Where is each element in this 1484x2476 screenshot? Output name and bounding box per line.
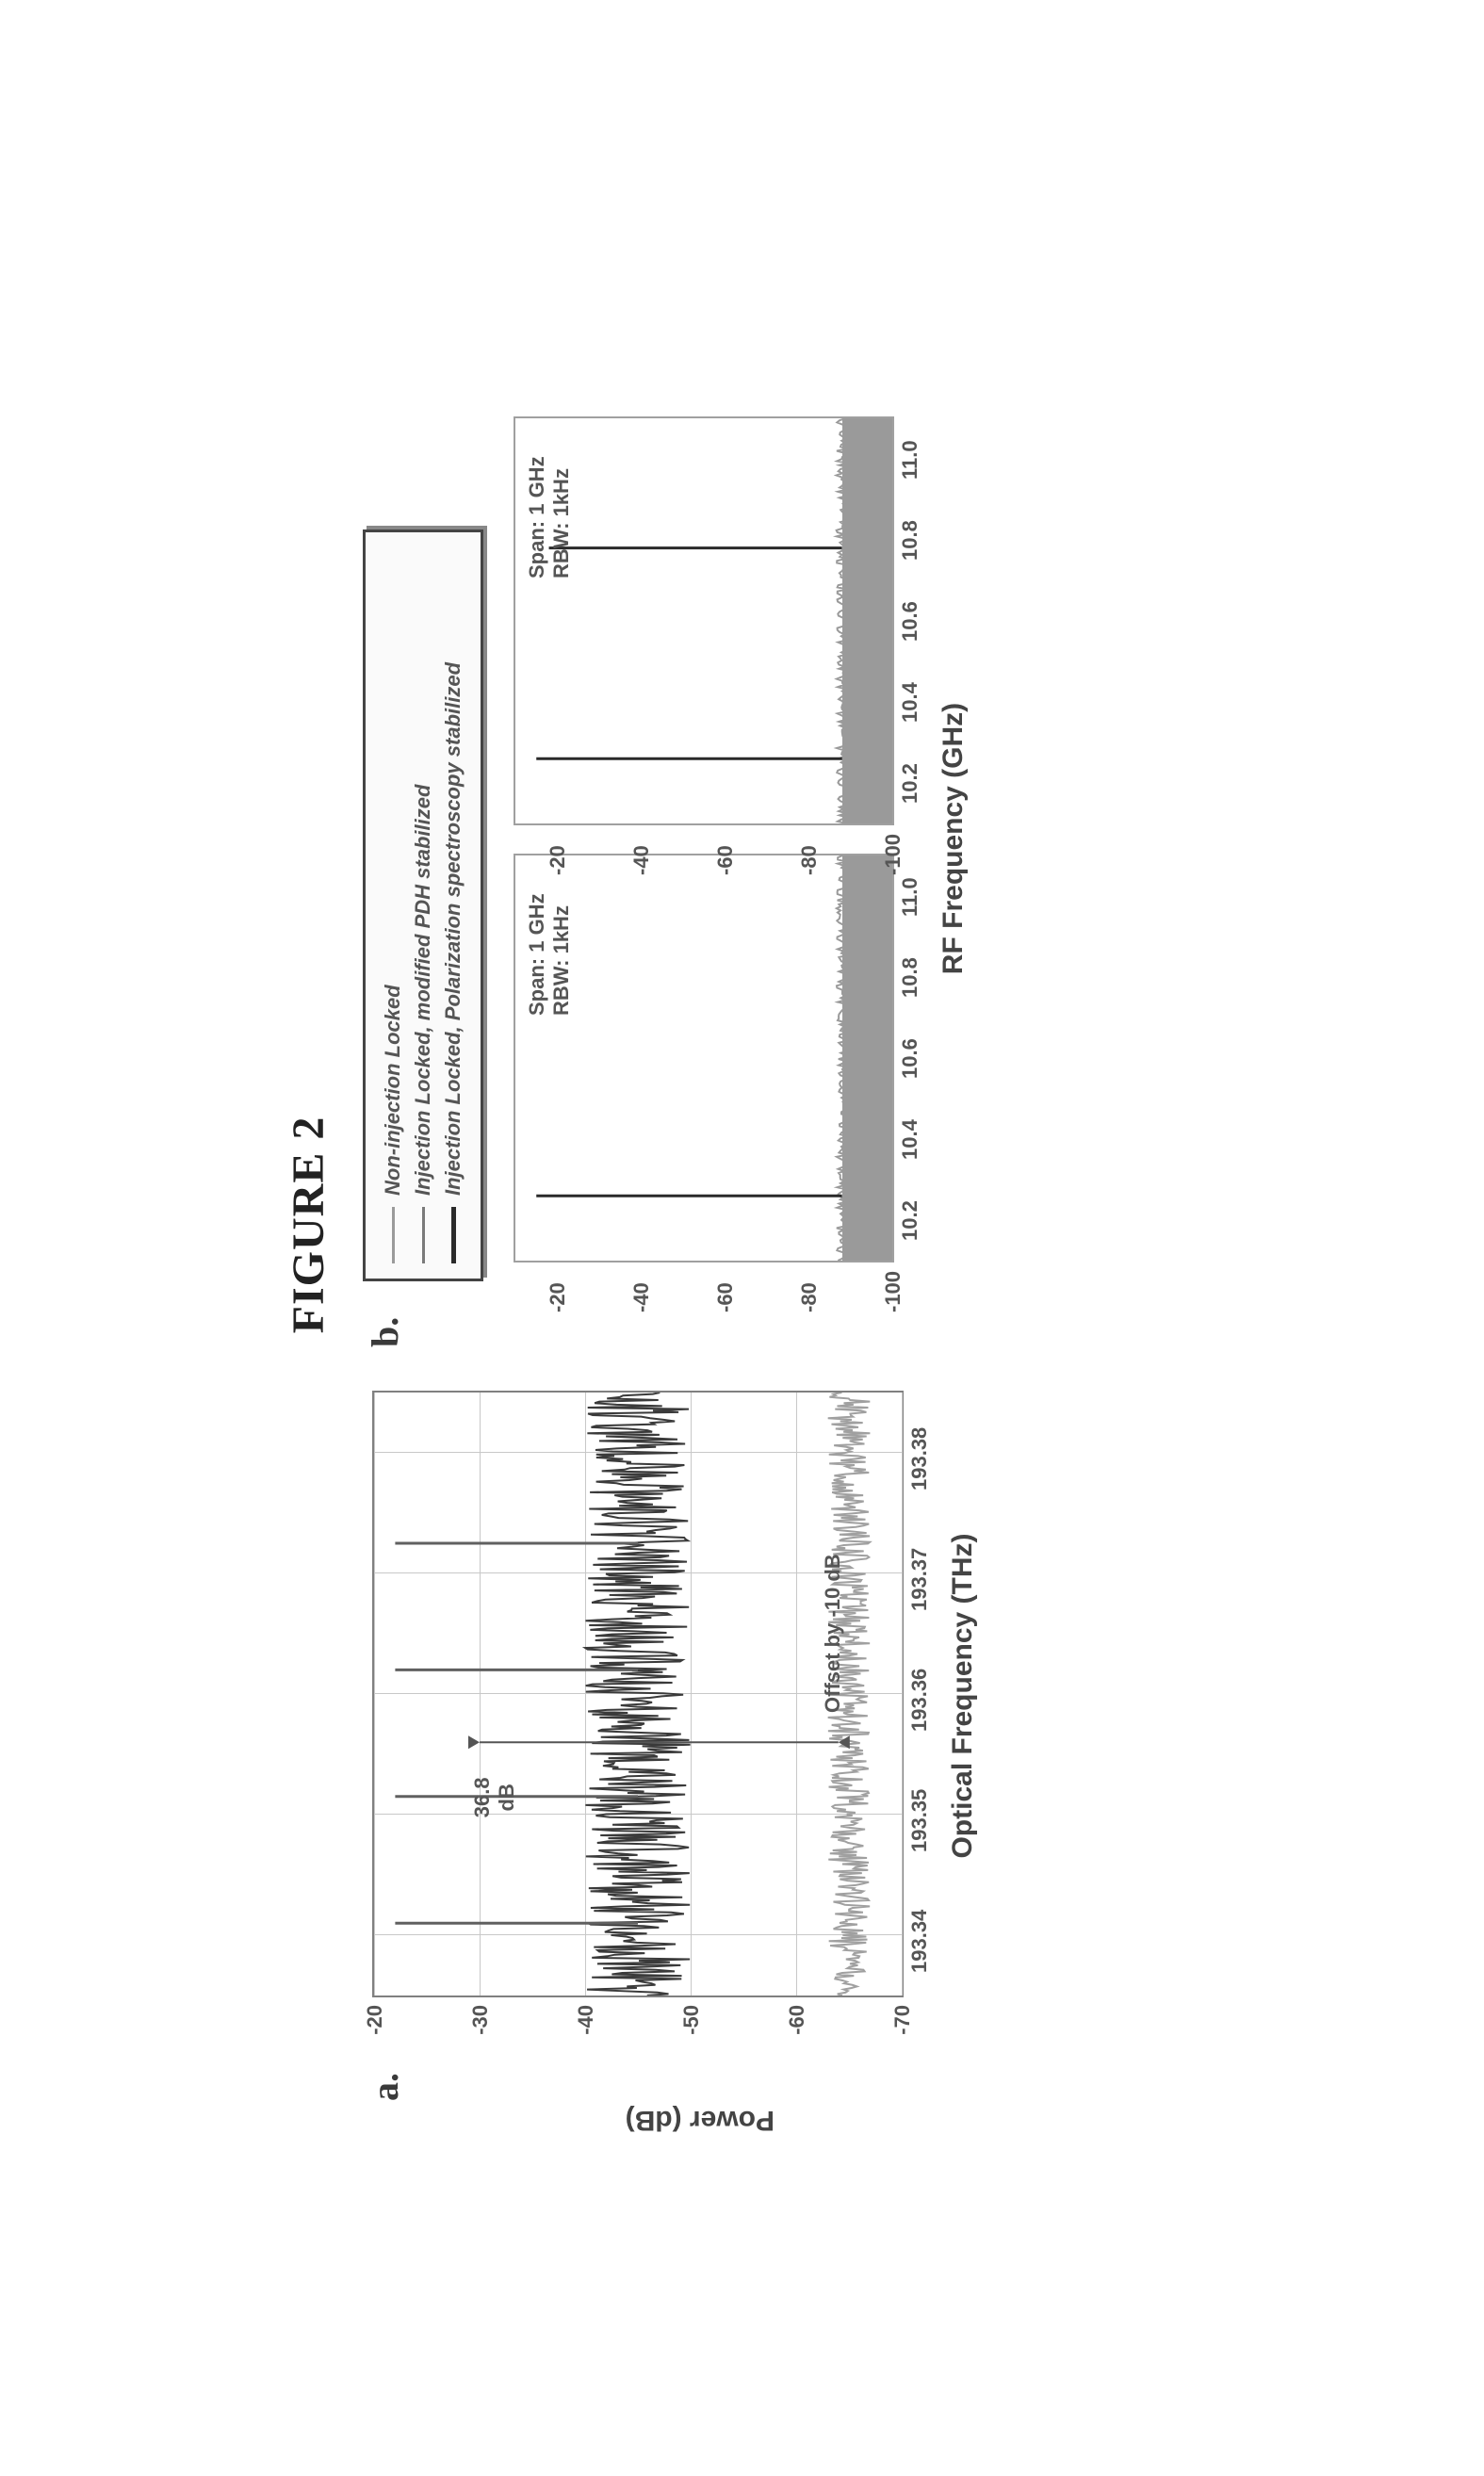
- figure-title: FIGURE 2: [283, 377, 334, 2073]
- panels-row: a. Power (dB) -20-30-40-50-60-70193.3419…: [372, 377, 904, 2073]
- panel-b-ytick: -100: [881, 834, 905, 875]
- panel-a-xtick: 193.34: [907, 1910, 932, 1973]
- panel-b-ytick: -20: [546, 1282, 570, 1312]
- panel-b-xtick: 11.0: [898, 877, 922, 917]
- panel-a-ytick: -70: [890, 2005, 915, 2061]
- panel-b-ytick: -80: [797, 845, 822, 875]
- panel-a-offset-annot: Offset by -10 dB: [821, 1554, 845, 1713]
- panel-b-ytick: -100: [881, 1271, 905, 1312]
- panel-b-label: b.: [363, 1317, 407, 1347]
- legend-swatch: [422, 1207, 425, 1263]
- panel-a-xtick: 193.36: [907, 1669, 932, 1732]
- panel-a-ytick: -50: [679, 2005, 704, 2061]
- legend-item: Injection Locked, Polarization spectrosc…: [441, 547, 465, 1263]
- panel-b-subplot-1: -20-40-60-80-10010.210.410.610.811.0Span…: [514, 854, 894, 1262]
- panel-b: b. Non-injection LockedInjection Locked,…: [372, 377, 894, 1319]
- panel-a-xtick: 193.35: [907, 1789, 932, 1852]
- panel-b-legend: Non-injection LockedInjection Locked, mo…: [363, 529, 483, 1281]
- legend-item: Non-injection Locked: [381, 547, 405, 1263]
- panel-b-span-annot: Span: 1 GHzRBW: 1kHz: [525, 893, 574, 1016]
- panel-a-label: a.: [363, 2073, 407, 2101]
- panel-a-ytick: -60: [785, 2005, 809, 2061]
- figure-2: FIGURE 2 a. Power (dB) -20-30-40-50-60-7…: [283, 377, 1225, 2073]
- panel-b-ytick: -60: [713, 845, 738, 875]
- legend-swatch: [392, 1207, 395, 1263]
- panel-a-xlabel: Optical Frequency (THz): [947, 1394, 979, 1997]
- panel-a-arrow-annot: 36.8dB: [470, 1777, 519, 1817]
- panel-b-ytick: -40: [629, 845, 654, 875]
- panel-b-xtick: 10.2: [898, 1200, 922, 1241]
- legend-label: Injection Locked, modified PDH stabilize…: [411, 785, 435, 1196]
- panel-b-xtick: 10.8: [898, 520, 922, 561]
- panel-a-ytick: -30: [468, 2005, 493, 2061]
- panel-b-xtick: 10.4: [898, 682, 922, 723]
- panel-b-subplot-2: -20-40-60-80-10010.210.410.610.811.0Span…: [514, 416, 894, 825]
- panel-a-xtick: 193.38: [907, 1427, 932, 1490]
- panel-a: a. Power (dB) -20-30-40-50-60-70193.3419…: [372, 1357, 904, 2073]
- panel-b-xtick: 10.8: [898, 957, 922, 998]
- panel-b-xtick: 10.2: [898, 763, 922, 804]
- legend-label: Injection Locked, Polarization spectrosc…: [441, 662, 465, 1196]
- panel-b-xtick: 10.4: [898, 1119, 922, 1160]
- panel-a-ytick: -40: [574, 2005, 598, 2061]
- panel-b-ytick: -80: [797, 1282, 822, 1312]
- legend-item: Injection Locked, modified PDH stabilize…: [411, 547, 435, 1263]
- panel-a-ytick: -20: [363, 2005, 387, 2061]
- panel-b-ytick: -40: [629, 1282, 654, 1312]
- panel-a-ylabel: Power (dB): [492, 2104, 775, 2136]
- legend-swatch: [451, 1207, 456, 1263]
- panel-b-span-annot: Span: 1 GHzRBW: 1kHz: [525, 456, 574, 578]
- panel-b-xtick: 10.6: [898, 601, 922, 642]
- panel-a-xtick: 193.37: [907, 1548, 932, 1611]
- panel-b-xtick: 11.0: [898, 440, 922, 480]
- panel-b-xlabel: RF Frequency (GHz): [938, 415, 970, 1262]
- panel-b-ytick: -20: [546, 845, 570, 875]
- panel-b-xtick: 10.6: [898, 1038, 922, 1079]
- panel-a-plot: -20-30-40-50-60-70193.34193.35193.36193.…: [372, 1391, 904, 1997]
- panel-b-ytick: -60: [713, 1282, 738, 1312]
- legend-label: Non-injection Locked: [381, 985, 405, 1196]
